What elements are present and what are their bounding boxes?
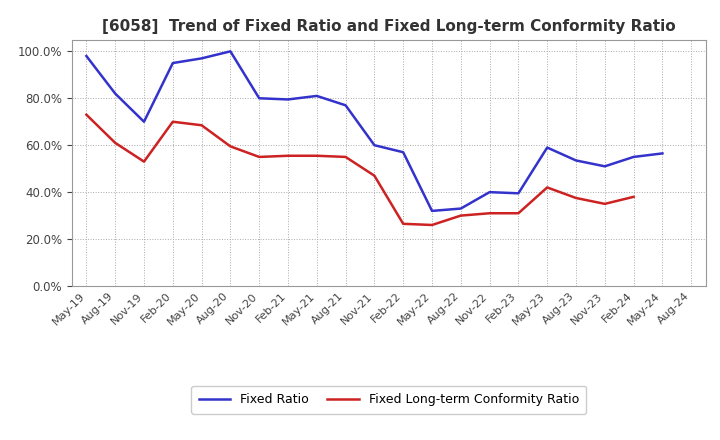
Fixed Ratio [514,191,523,196]
Fixed Ratio [370,143,379,148]
Fixed Ratio [140,119,148,125]
Fixed Long-term Conformity Ratio [312,153,321,158]
Line: Fixed Long-term Conformity Ratio: Fixed Long-term Conformity Ratio [86,115,634,225]
Fixed Ratio [572,158,580,163]
Fixed Long-term Conformity Ratio [399,221,408,227]
Fixed Ratio [255,95,264,101]
Fixed Ratio [284,97,292,102]
Fixed Ratio [168,60,177,66]
Fixed Ratio [658,151,667,156]
Fixed Long-term Conformity Ratio [456,213,465,218]
Fixed Ratio [399,150,408,155]
Fixed Ratio [428,208,436,213]
Line: Fixed Ratio: Fixed Ratio [86,51,662,211]
Fixed Long-term Conformity Ratio [111,140,120,146]
Fixed Long-term Conformity Ratio [514,211,523,216]
Fixed Long-term Conformity Ratio [543,185,552,190]
Fixed Ratio [111,91,120,96]
Fixed Ratio [341,103,350,108]
Fixed Long-term Conformity Ratio [629,194,638,199]
Fixed Ratio [600,164,609,169]
Fixed Long-term Conformity Ratio [341,154,350,160]
Fixed Ratio [226,49,235,54]
Fixed Ratio [543,145,552,150]
Fixed Long-term Conformity Ratio [428,222,436,227]
Fixed Ratio [485,190,494,195]
Fixed Long-term Conformity Ratio [572,195,580,201]
Fixed Long-term Conformity Ratio [226,144,235,149]
Fixed Ratio [82,53,91,59]
Title: [6058]  Trend of Fixed Ratio and Fixed Long-term Conformity Ratio: [6058] Trend of Fixed Ratio and Fixed Lo… [102,19,675,34]
Fixed Ratio [312,93,321,99]
Fixed Long-term Conformity Ratio [284,153,292,158]
Fixed Long-term Conformity Ratio [140,159,148,164]
Fixed Ratio [629,154,638,160]
Fixed Long-term Conformity Ratio [82,112,91,117]
Fixed Ratio [197,56,206,61]
Fixed Ratio [456,206,465,211]
Fixed Long-term Conformity Ratio [370,173,379,178]
Fixed Long-term Conformity Ratio [197,123,206,128]
Fixed Long-term Conformity Ratio [600,201,609,206]
Legend: Fixed Ratio, Fixed Long-term Conformity Ratio: Fixed Ratio, Fixed Long-term Conformity … [192,386,586,414]
Fixed Long-term Conformity Ratio [485,211,494,216]
Fixed Long-term Conformity Ratio [255,154,264,160]
Fixed Long-term Conformity Ratio [168,119,177,125]
